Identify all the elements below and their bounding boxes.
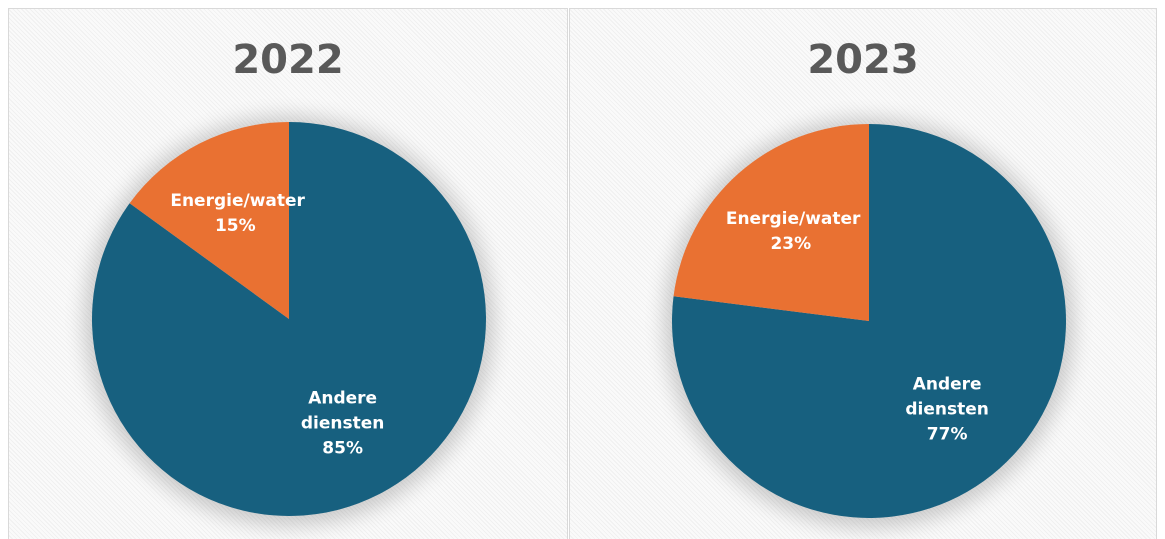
slice-name: Andere diensten — [905, 374, 989, 420]
slice-name: Andere diensten — [300, 388, 385, 434]
pie-chart — [664, 118, 1074, 528]
chart-panel: 2023 Andere diensten 77% Energie/water 23% — [569, 8, 1157, 539]
data-label: Energie/water 23% — [725, 207, 861, 257]
chart-panel: 2022 Andere diensten 85% Energie/water 15% — [8, 8, 568, 539]
chart-title: 2023 — [807, 37, 919, 83]
slice-value: 85% — [322, 438, 363, 459]
slice-name: Energie/water — [170, 190, 305, 211]
data-label: Andere diensten 77% — [882, 372, 1012, 447]
pie-slice — [129, 122, 289, 319]
data-label: Energie/water 15% — [170, 189, 305, 239]
slice-value: 15% — [214, 215, 256, 236]
data-label: Andere diensten 85% — [278, 387, 408, 462]
pie-slice — [672, 124, 1066, 518]
pie-slice — [92, 122, 487, 516]
pie-chart — [84, 116, 494, 526]
chart-title: 2022 — [232, 37, 344, 83]
slice-name: Energie/water — [725, 209, 861, 230]
slice-value: 23% — [770, 234, 812, 255]
slice-value: 77% — [926, 424, 968, 445]
pie-slice — [673, 124, 869, 321]
